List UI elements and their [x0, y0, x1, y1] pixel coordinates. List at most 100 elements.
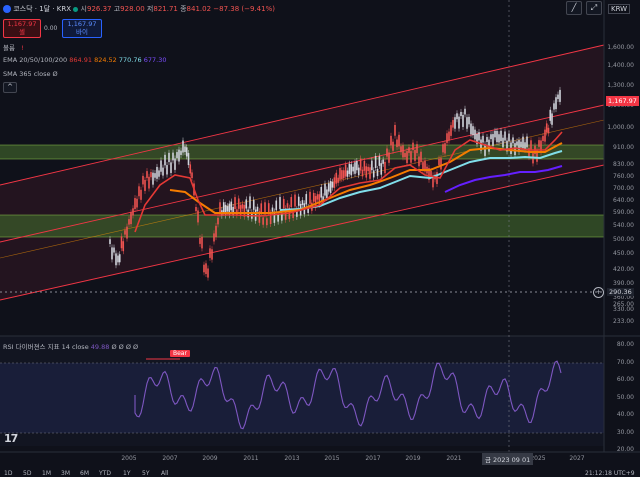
candle — [256, 206, 259, 212]
price-marker-icon[interactable]: + — [593, 287, 604, 298]
buy-price: 1,167.97 — [67, 20, 97, 28]
drawing-pen-icon[interactable]: ╱ — [566, 1, 582, 15]
sma-legend[interactable]: SMA 365 close Ø — [3, 70, 58, 78]
candle — [557, 94, 559, 100]
candle — [230, 201, 233, 211]
candle — [215, 225, 217, 238]
candle — [374, 155, 377, 168]
candle — [486, 137, 488, 143]
ema-legend[interactable]: EMA 20/50/100/200 864.91 824.52 770.76 6… — [3, 56, 166, 64]
candle — [126, 226, 128, 239]
candle — [392, 141, 394, 151]
range-button-6m[interactable]: 6M — [80, 470, 89, 477]
candle — [538, 140, 540, 147]
range-button-1d[interactable]: 1D — [4, 470, 13, 477]
ema20-line — [134, 131, 563, 233]
candle — [260, 203, 263, 213]
candle — [282, 198, 285, 209]
candle — [514, 143, 516, 156]
ema100-line — [279, 150, 563, 211]
candle — [290, 197, 293, 208]
candle — [138, 186, 140, 197]
candle — [414, 150, 416, 161]
price-axis-label: 1,400.00 — [607, 62, 634, 69]
candle — [273, 211, 276, 223]
candle — [442, 144, 444, 153]
close-label: 종 — [180, 5, 187, 13]
candle — [522, 136, 524, 149]
candle — [553, 103, 555, 110]
channel-lower-line — [0, 164, 605, 301]
candle — [444, 143, 446, 154]
currency-label[interactable]: KRW — [608, 4, 631, 14]
sma-value: Ø — [52, 70, 58, 78]
candle — [341, 170, 343, 180]
sell-label: 셀 — [19, 28, 25, 36]
candle — [402, 145, 404, 158]
rsi-axis-label: 20.00 — [616, 446, 634, 453]
buy-button[interactable]: 1,167.97 바이 — [62, 19, 102, 38]
symbol-title[interactable]: 코스닥 · 1달 · KRX — [13, 5, 72, 13]
candle — [420, 151, 422, 162]
current-price-label: 1,167.97 — [606, 96, 639, 106]
candle — [122, 241, 125, 252]
range-button-all[interactable]: All — [161, 470, 169, 477]
candle — [134, 198, 136, 210]
candle — [201, 236, 203, 249]
range-button-ytd[interactable]: YTD — [99, 470, 111, 477]
candle — [324, 183, 326, 196]
candle — [430, 170, 432, 176]
change-value: −87.38 (−9.41%) — [213, 5, 275, 13]
candle — [174, 158, 176, 170]
candle — [130, 212, 132, 225]
price-axis-label: 910.00 — [613, 144, 634, 151]
candle — [369, 167, 371, 179]
candle — [502, 137, 504, 148]
candle — [388, 152, 390, 163]
collapse-icon[interactable]: ^ — [3, 82, 17, 93]
price-axis-label: 500.00 — [613, 236, 634, 243]
low-label: 저 — [146, 5, 154, 13]
rsi-axis-label: 70.00 — [616, 359, 634, 366]
range-button-5y[interactable]: 5Y — [142, 470, 150, 477]
fullscreen-icon[interactable]: ⤢ — [586, 1, 602, 15]
candle — [176, 152, 178, 159]
rsi-legend[interactable]: RSI 다이버젼스 지표 14 close 49.88 Ø Ø Ø Ø — [3, 341, 138, 351]
buy-label: 바이 — [76, 28, 88, 36]
candle — [224, 204, 227, 216]
price-axis-label: 1,600.00 — [607, 44, 634, 51]
candle — [498, 134, 500, 143]
market-status-dot — [73, 6, 79, 12]
range-button-3m[interactable]: 3M — [61, 470, 70, 477]
time-axis-label: 2007 — [162, 455, 178, 462]
candle — [394, 124, 396, 136]
sell-button[interactable]: 1,167.97 셀 — [3, 19, 41, 38]
range-button-1y[interactable]: 1Y — [123, 470, 131, 477]
candle — [490, 134, 492, 140]
candle — [367, 166, 369, 172]
candle — [185, 147, 188, 157]
candle — [478, 132, 480, 141]
price-axis-label: 700.00 — [613, 185, 634, 192]
candle — [422, 162, 424, 171]
range-button-1m[interactable]: 1M — [42, 470, 51, 477]
clock: 21:12:18 UTC+9 — [585, 470, 635, 477]
candle — [296, 209, 298, 217]
price-axis-label: 830.00 — [613, 161, 634, 168]
candle — [371, 160, 373, 171]
candle — [504, 131, 506, 141]
rsi-axis-label: 50.00 — [616, 394, 634, 401]
high-label: 고 — [113, 5, 121, 13]
candle — [258, 211, 261, 223]
candle — [530, 140, 532, 150]
candle — [132, 208, 134, 216]
candle — [318, 194, 321, 205]
candle — [154, 173, 156, 178]
candle — [524, 142, 526, 150]
volume-legend[interactable]: 볼륨 ! — [3, 42, 24, 52]
candle — [396, 139, 398, 148]
range-button-5d[interactable]: 5D — [23, 470, 32, 477]
support-zone — [0, 215, 604, 237]
candle — [142, 175, 144, 185]
